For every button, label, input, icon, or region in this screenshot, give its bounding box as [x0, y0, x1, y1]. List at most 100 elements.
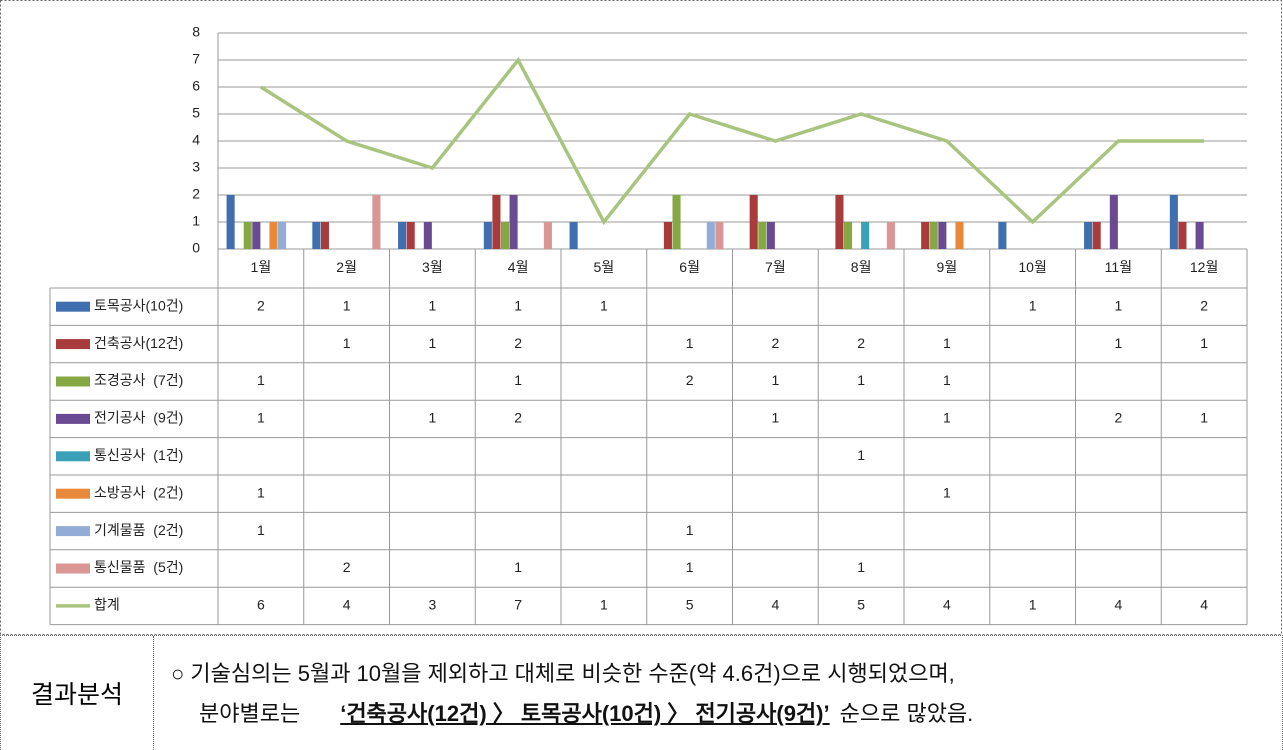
table-value: 2: [257, 297, 265, 313]
table-value: 4: [771, 597, 779, 613]
legend-label: 전기공사 (9건): [94, 410, 183, 426]
legend-swatch: [56, 563, 90, 574]
bar: [715, 222, 724, 249]
table-value: 1: [771, 372, 779, 388]
table-value: 2: [514, 335, 522, 351]
table-value: 1: [1200, 335, 1208, 351]
bar: [320, 222, 329, 249]
line: [259, 56, 1205, 226]
x-tick-label: 12월: [1190, 259, 1218, 275]
legend-swatch: [56, 339, 90, 350]
analysis-line: 분야별로는 ‘건축공사(12건) 〉 토목공사(10건) 〉 전기공사(9건)’ 순…: [171, 694, 973, 734]
table-value: 1: [943, 410, 951, 426]
bar: [372, 195, 381, 249]
bar: [1084, 222, 1093, 249]
analysis: 결과분석 ○ 기술심의는 5월과 10월을 제외하고 대체로 비슷한 수준(약 …: [0, 635, 1283, 750]
table-value: 1: [943, 372, 951, 388]
x-tick-label: 3월: [422, 259, 443, 275]
legend-label: 토목공사(10건): [94, 297, 183, 313]
table-value: 1: [686, 335, 694, 351]
table-value: 1: [857, 372, 865, 388]
bar: [500, 222, 510, 249]
table-value: 1: [1029, 297, 1037, 313]
bar: [543, 222, 552, 249]
table-value: 1: [686, 559, 694, 575]
x-tick-label: 5월: [594, 259, 615, 275]
table-value: 1: [514, 372, 522, 388]
bar: [843, 222, 853, 249]
y-tick-label: 0: [192, 240, 200, 256]
bar: [252, 222, 261, 249]
table-value: 4: [1200, 597, 1208, 613]
table-value: 2: [857, 335, 865, 351]
analysis-line: ○ 기술심의는 5월과 10월을 제외하고 대체로 비슷한 수준(약 4.6건)…: [171, 661, 955, 686]
bar: [938, 222, 947, 249]
bar: [269, 222, 278, 249]
chart: 0 1 2 3 4 5 6 7 8 1월 2월 3월 4월 5월 6월 7월 8월 9월 10월 11월 12월토목공사…: [0, 0, 1282, 635]
bar: [1178, 222, 1187, 249]
legend-label: 기계물품 (2건): [94, 522, 183, 538]
bar: [1092, 222, 1101, 249]
table-value: 5: [686, 597, 694, 613]
table-value: 1: [1114, 297, 1122, 313]
bar: [226, 195, 235, 249]
bar: [1109, 195, 1118, 249]
table-value: 4: [343, 597, 351, 613]
x-tick-label: 9월: [937, 259, 958, 275]
y-tick-label: 5: [192, 105, 200, 121]
x-tick-label: 1월: [251, 259, 272, 275]
legend-swatch: [56, 526, 90, 537]
table-value: 5: [857, 597, 865, 613]
bar: [492, 195, 501, 249]
y-tick-label: 1: [192, 213, 200, 229]
analysis-heading: 결과분석: [1, 636, 154, 750]
frame: [0, 0, 1282, 635]
bar: [955, 222, 964, 249]
table-value: 4: [1114, 597, 1122, 613]
text: 분야별로는: [199, 701, 301, 726]
table-value: 3: [428, 597, 436, 613]
y-tick-label: 4: [192, 132, 200, 148]
bar: [278, 222, 287, 249]
bar: [886, 222, 895, 249]
table-value: 1: [686, 522, 694, 538]
table-value: 1: [943, 484, 951, 500]
table-value: 1: [514, 559, 522, 575]
legend-label: 조경공사 (7건): [94, 372, 183, 388]
x-tick-label: 6월: [679, 259, 700, 275]
bar: [1169, 195, 1178, 249]
legend-label: 통신공사 (1건): [94, 447, 183, 463]
x-tick-label: 7월: [765, 259, 786, 275]
bar: [835, 195, 844, 249]
bar: [509, 195, 518, 249]
y-tick-label: 7: [192, 51, 200, 67]
legend-swatch: [56, 413, 90, 424]
table-value: 1: [857, 559, 865, 575]
x-tick-label: 2월: [336, 259, 357, 275]
legend-swatch: [56, 376, 90, 387]
bar: [861, 222, 870, 249]
table-value: 1: [257, 410, 265, 426]
y-tick-label: 6: [192, 78, 200, 94]
table-value: 1: [514, 297, 522, 313]
table-value: 1: [943, 335, 951, 351]
x-tick-label: 8월: [851, 259, 872, 275]
bar: [483, 222, 492, 249]
x-tick-label: 10월: [1018, 259, 1046, 275]
analysis-body: ○ 기술심의는 5월과 10월을 제외하고 대체로 비슷한 수준(약 4.6건)…: [171, 654, 973, 734]
table-value: 1: [857, 447, 865, 463]
table-value: 1: [343, 297, 351, 313]
bar: [998, 222, 1007, 249]
table-value: 6: [257, 597, 265, 613]
bar: [398, 222, 407, 249]
bar: [921, 222, 930, 249]
bar: [672, 195, 681, 249]
legend-swatch: [56, 451, 90, 462]
bar: [423, 222, 432, 249]
table-value: 1: [257, 372, 265, 388]
bar: [406, 222, 415, 249]
table-value: 2: [514, 410, 522, 426]
legend-label: 합계: [94, 597, 120, 613]
table-value: 1: [1114, 335, 1122, 351]
